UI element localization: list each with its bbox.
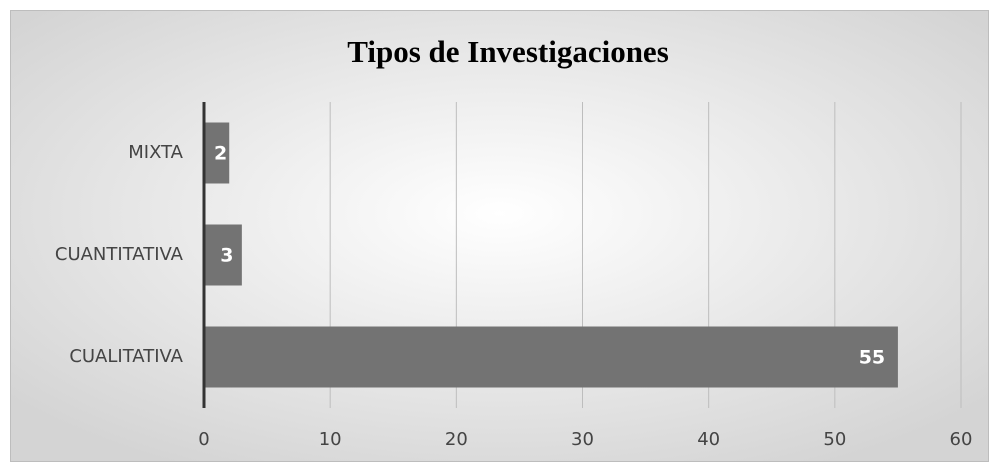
data-label: 55 [859, 347, 885, 369]
bar [204, 122, 230, 184]
y-tick-label: MIXTA [128, 142, 183, 163]
x-tick-label: 10 [319, 429, 342, 450]
bar [204, 224, 242, 286]
x-tick-label: 50 [823, 429, 846, 450]
bar [204, 326, 898, 388]
chart-title: Tipos de Investigaciones [347, 34, 669, 69]
data-label: 2 [214, 143, 227, 165]
x-tick-label: 30 [571, 429, 594, 450]
y-tick-label: CUALITATIVA [69, 346, 183, 367]
x-tick-label: 0 [198, 429, 209, 450]
x-tick-label: 20 [445, 429, 468, 450]
x-tick-label: 40 [697, 429, 720, 450]
data-label: 3 [220, 245, 233, 267]
y-tick-label: CUANTITATIVA [55, 244, 184, 265]
x-tick-label: 60 [950, 429, 973, 450]
chart-background [10, 10, 989, 462]
